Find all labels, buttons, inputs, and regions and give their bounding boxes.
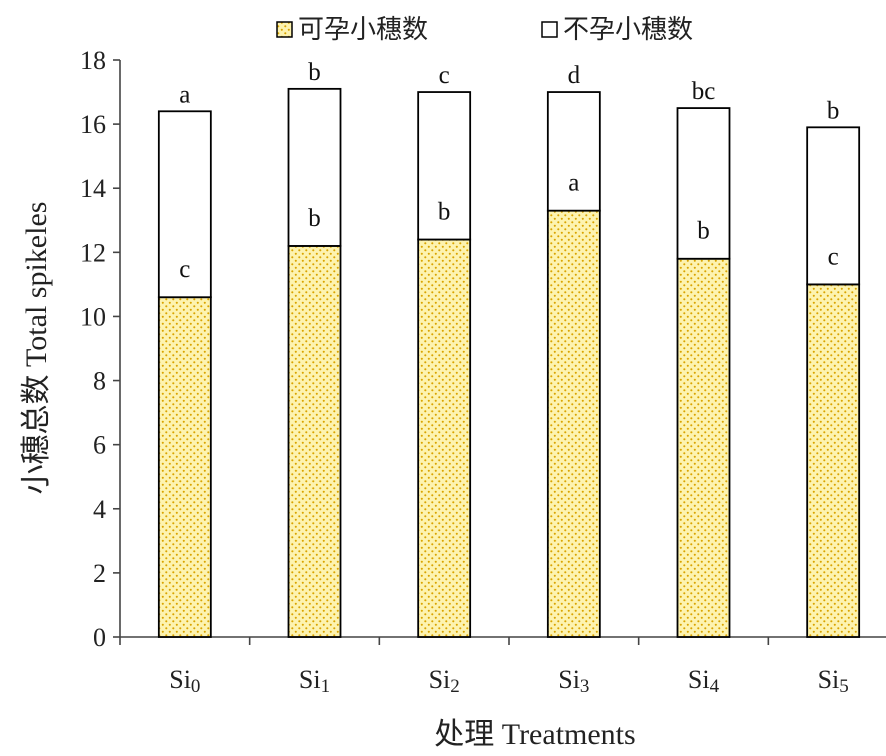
bars xyxy=(157,87,861,638)
bar-sterile-Si0 xyxy=(157,110,212,299)
sig-letter-sterile-Si1: b xyxy=(308,59,321,86)
x-tick-label-Si3: Si3 xyxy=(558,665,589,697)
sig-letter-fertile-Si2: b xyxy=(438,199,451,226)
bar-fertile-Si3 xyxy=(546,209,601,638)
x-tick-label-Si4: Si4 xyxy=(688,665,720,697)
x-tick-label-Si2: Si2 xyxy=(429,665,460,697)
y-tick-label: 2 xyxy=(93,559,106,588)
y-tick-label: 8 xyxy=(93,367,106,396)
y-tick-label: 14 xyxy=(80,174,106,203)
legend-label-sterile: 不孕小穗数 xyxy=(563,15,693,45)
y-tick-label: 18 xyxy=(80,46,106,75)
x-tick-labels: Si0 Si1 Si2 Si3 Si4 Si5 xyxy=(169,665,849,697)
bar-sterile-Si1 xyxy=(287,87,342,247)
x-tick-label-Si5: Si5 xyxy=(818,665,849,697)
sig-letter-sterile-Si0: a xyxy=(179,81,190,108)
bar-sterile-Si5 xyxy=(806,126,861,286)
bar-sterile-Si3 xyxy=(546,91,601,212)
bar-fertile-Si4 xyxy=(676,257,731,638)
x-tick-label-Si1: Si1 xyxy=(299,665,330,697)
sig-letter-sterile-Si4: bc xyxy=(692,78,716,105)
bar-sterile-Si2 xyxy=(417,91,472,241)
sig-letter-fertile-Si0: c xyxy=(179,256,190,283)
sig-letter-fertile-Si3: a xyxy=(568,170,579,197)
bar-fertile-Si5 xyxy=(806,283,861,638)
y-axis-title: 小穗总数 Total spikeles xyxy=(20,202,53,495)
x-axis-title: 处理 Treatments xyxy=(434,718,635,751)
y-tick-label: 16 xyxy=(80,110,106,139)
sig-letter-fertile-Si4: b xyxy=(697,218,710,245)
y-tick-label: 4 xyxy=(93,495,106,524)
sig-letter-sterile-Si3: d xyxy=(568,62,581,89)
sig-letter-sterile-Si2: c xyxy=(439,62,450,89)
y-tick-label: 0 xyxy=(93,623,106,652)
y-tick-label: 10 xyxy=(80,302,106,331)
bar-fertile-Si1 xyxy=(287,245,342,638)
bar-sterile-Si4 xyxy=(676,107,731,260)
y-tick-label: 6 xyxy=(93,431,106,460)
y-tick-label: 12 xyxy=(80,238,106,267)
y-axis-ticks: 0 2 4 6 8 10 12 14 16 18 xyxy=(80,46,120,652)
legend-swatch-sterile xyxy=(541,21,558,38)
legend-label-fertile: 可孕小穗数 xyxy=(298,15,428,45)
sig-letter-fertile-Si1: b xyxy=(308,205,321,232)
x-axis-ticks xyxy=(119,637,770,645)
bar-fertile-Si0 xyxy=(157,296,212,638)
legend: 可孕小穗数 不孕小穗数 xyxy=(276,15,693,45)
x-tick-label-Si0: Si0 xyxy=(169,665,200,697)
legend-swatch-fertile xyxy=(276,21,293,38)
bar-fertile-Si2 xyxy=(417,238,472,638)
sig-letter-sterile-Si5: b xyxy=(827,97,840,124)
sig-letter-fertile-Si5: c xyxy=(828,243,839,270)
